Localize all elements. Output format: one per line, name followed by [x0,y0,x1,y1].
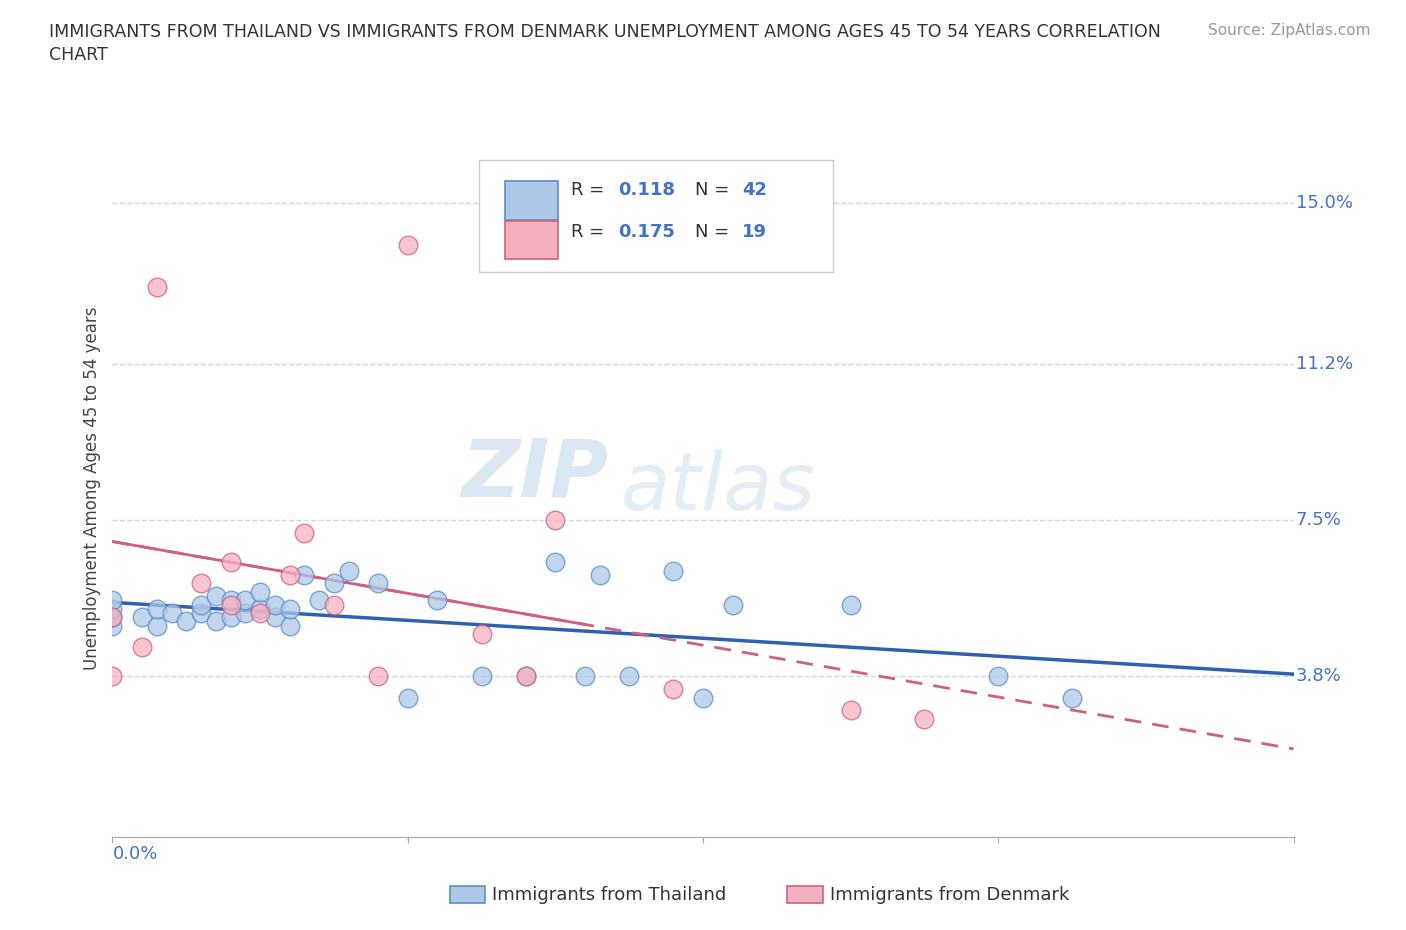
Point [692,690,714,705]
FancyBboxPatch shape [505,221,558,259]
Point [205,589,228,604]
Text: 0.0%: 0.0% [112,845,157,863]
Point [662,682,685,697]
Point [264,597,287,612]
Text: R =: R = [571,222,610,241]
Text: N =: N = [695,222,735,241]
Text: CHART: CHART [49,46,108,64]
Point [367,576,389,591]
Text: Immigrants from Thailand: Immigrants from Thailand [492,885,727,904]
Point [914,711,936,726]
Point [101,610,124,625]
Point [205,614,228,629]
Point [101,592,124,607]
Point [544,555,567,570]
Point [367,669,389,684]
Point [292,525,315,540]
Text: IMMIGRANTS FROM THAILAND VS IMMIGRANTS FROM DENMARK UNEMPLOYMENT AMONG AGES 45 T: IMMIGRANTS FROM THAILAND VS IMMIGRANTS F… [49,23,1161,41]
Text: 19: 19 [742,222,768,241]
Point [323,597,346,612]
Text: 7.5%: 7.5% [1296,511,1341,529]
Text: 0.175: 0.175 [619,222,675,241]
Text: N =: N = [695,180,735,199]
Point [233,605,256,620]
Point [190,576,212,591]
Point [278,567,301,582]
Point [249,605,271,620]
Point [588,567,610,582]
Point [426,592,449,607]
Point [249,584,271,599]
Point [619,669,641,684]
Point [987,669,1010,684]
Text: 42: 42 [742,180,768,199]
Point [292,567,315,582]
Point [190,597,212,612]
Point [219,610,242,625]
Point [101,618,124,633]
Point [190,605,212,620]
Point [396,238,419,253]
Point [839,597,862,612]
Point [544,512,567,527]
Point [337,564,360,578]
Text: atlas: atlas [620,449,815,527]
Point [471,627,494,642]
Point [101,610,124,625]
Point [662,564,685,578]
Point [264,610,287,625]
Point [101,669,124,684]
Text: R =: R = [571,180,610,199]
Point [233,592,256,607]
Text: 0.118: 0.118 [619,180,675,199]
FancyBboxPatch shape [478,161,832,272]
Point [174,614,197,629]
Point [101,602,124,617]
Point [839,703,862,718]
Point [278,602,301,617]
Text: 15.0%: 15.0% [1296,194,1353,212]
Point [1062,690,1084,705]
Point [219,597,242,612]
Point [515,669,537,684]
Point [278,618,301,633]
Point [721,597,744,612]
Point [515,669,537,684]
Text: Source: ZipAtlas.com: Source: ZipAtlas.com [1208,23,1371,38]
Point [146,602,169,617]
Point [574,669,596,684]
Point [308,592,330,607]
Text: ZIP: ZIP [461,435,609,513]
Point [471,669,494,684]
Point [146,618,169,633]
Point [131,610,153,625]
Text: Immigrants from Denmark: Immigrants from Denmark [830,885,1069,904]
Y-axis label: Unemployment Among Ages 45 to 54 years: Unemployment Among Ages 45 to 54 years [83,307,101,670]
Text: 11.2%: 11.2% [1296,354,1353,373]
Point [131,639,153,654]
Text: 3.8%: 3.8% [1296,668,1341,685]
Point [249,602,271,617]
Point [219,555,242,570]
Point [323,576,346,591]
Point [396,690,419,705]
FancyBboxPatch shape [505,181,558,219]
Point [146,280,169,295]
Point [160,605,183,620]
Point [219,592,242,607]
